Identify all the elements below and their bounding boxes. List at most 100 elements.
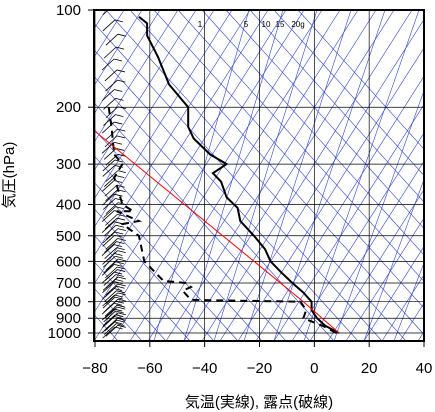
adiabat-line [153,10,424,309]
wind-barb-shaft [103,206,116,218]
wind-barb-feather [114,89,123,92]
wind-barb [103,224,125,237]
isotherm-line [94,10,215,200]
x-tick-label: 0 [310,360,318,377]
wind-barb-feather [117,238,126,241]
mixing-ratio-label: 15 [276,20,285,29]
adiabat-line [94,128,287,341]
adiabat-line [94,181,239,341]
wind-barb [101,264,123,276]
y-tick-label: 800 [56,294,81,311]
isotherm-line [94,10,161,115]
x-tick-label: 20 [361,360,378,377]
wind-barb-shaft [103,148,117,160]
wind-barb [101,221,123,233]
wind-barb [102,159,123,172]
wind-barb-shaft [105,258,119,271]
wind-barb [102,281,123,293]
isotherm-line [94,10,179,143]
wind-barb-feather [114,253,123,256]
wind-barb-feather [116,148,125,151]
wind-barb [101,58,123,71]
wind-barb [105,170,126,182]
wind-barb-shaft [104,290,117,302]
isotherm-line [201,10,413,341]
wind-barb-feather [117,292,126,296]
wind-barb-shaft [105,228,119,240]
wind-barb-feather [114,294,123,298]
y-tick-label: 300 [56,156,81,173]
wind-barb-shaft [104,247,117,259]
wind-barb-shaft [102,231,116,244]
wind-barb [104,266,126,279]
wind-barb-shaft [102,10,109,16]
isotherm-line [291,132,424,341]
wind-barb-feather [115,310,124,314]
wind-barb-feather [117,213,126,217]
wind-barb-feather [114,234,123,238]
wind-barb-feather [116,241,125,244]
mixing-ratio-line [183,10,284,341]
isotherm-line [94,10,251,257]
isotherm-line [255,75,424,341]
parcel-curve [94,129,340,334]
wind-barb [102,19,123,32]
wind-barb-feather [114,308,123,312]
wind-barb-feather [116,323,125,326]
wind-barb-shaft [102,121,115,134]
wind-barb-shaft [101,221,115,233]
wind-barb-shaft [103,261,117,274]
wind-barb-feather [117,276,127,280]
wind-barb-feather [114,159,123,163]
isotherm-line [219,18,424,341]
wind-barb-feather [116,217,126,221]
wind-barb [105,202,127,214]
wind-barb [101,308,123,321]
wind-barb-shaft [101,244,115,256]
wind-barb-shaft [101,288,115,300]
mixing-ratio-label: 20g [291,20,304,29]
wind-barb [105,228,127,240]
wind-barb-feather [115,300,125,304]
wind-barb [104,304,126,317]
wind-barb-shaft [104,135,118,148]
wind-barb-shaft [102,294,115,307]
wind-barb-feather [114,316,123,319]
wind-barb [104,247,125,259]
wind-barb-shaft [102,316,115,328]
wind-barb [104,69,126,82]
isotherm-line [147,10,359,341]
mixing-ratio-label: 5 [244,20,249,29]
wind-barb-shaft [101,141,115,154]
wind-barb-shaft [102,165,116,177]
wind-barb [101,141,123,154]
mixing-ratio-line [333,89,424,341]
wind-barb-shaft [101,321,115,334]
wind-barb-feather [116,247,125,251]
wind-barb-feather [117,312,127,316]
mixing-ratio-line [273,10,386,341]
wind-barb-feather [117,33,126,37]
wind-barb [104,323,125,335]
wind-barb [101,288,123,300]
wind-barb [105,292,126,305]
adiabat-line [94,261,167,341]
wind-barb-shaft [101,264,115,276]
wind-barb-shaft [103,274,117,286]
wind-barb-feather [113,141,123,145]
wind-barb [105,128,126,141]
wind-barb-feather [115,274,124,277]
wind-barb-shaft [105,238,119,250]
wind-barb-feather [113,221,123,225]
wind-barb-feather [117,106,127,110]
wind-barb [102,121,123,134]
wind-barb [102,326,123,339]
wind-barb [105,283,126,296]
wind-barb-shaft [105,106,119,119]
wind-barb-shaft [105,33,119,46]
wind-barb [102,10,109,16]
mixing-ratio-label: 10 [262,20,271,29]
isotherm-line [399,302,424,341]
wind-barb [102,231,124,244]
wind-barb-shaft [104,304,118,317]
